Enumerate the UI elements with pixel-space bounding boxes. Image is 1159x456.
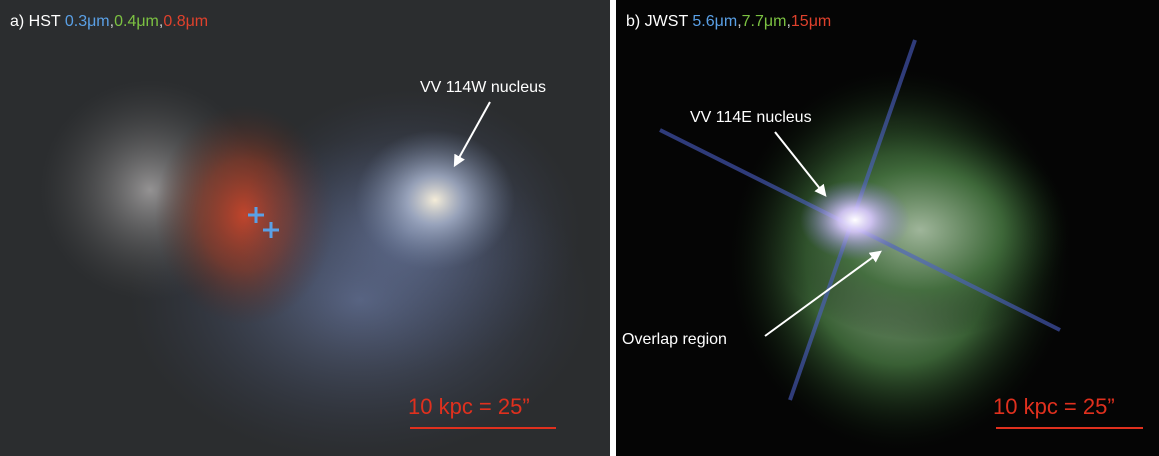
band-label: 0.8μm bbox=[163, 13, 208, 30]
scale-label: 10 kpc = 25” bbox=[408, 394, 530, 419]
marker bbox=[248, 207, 279, 238]
arrow bbox=[453, 101, 491, 168]
separator: , bbox=[159, 13, 163, 30]
band-label: 0.3μm bbox=[65, 13, 110, 30]
annotation: VV 114W nucleus bbox=[420, 79, 546, 96]
panel-title: b) JWST 5.6μm,7.7μm,15μm bbox=[626, 13, 831, 30]
separator: , bbox=[110, 13, 114, 30]
arrow bbox=[774, 131, 827, 197]
band-label: 7.7μm bbox=[742, 13, 787, 30]
hst-image bbox=[0, 0, 610, 456]
panel-label: a) HST bbox=[10, 13, 61, 30]
separator: , bbox=[737, 13, 741, 30]
panel-title: a) HST 0.3μm,0.4μm,0.8μm bbox=[10, 13, 208, 30]
jwst-image bbox=[616, 0, 1159, 456]
scale-label: 10 kpc = 25” bbox=[993, 394, 1115, 419]
annotation: Overlap region bbox=[622, 331, 727, 348]
band-label: 5.6μm bbox=[692, 13, 737, 30]
band-label: 15μm bbox=[791, 13, 831, 30]
arrow bbox=[764, 250, 882, 337]
annotation: VV 114E nucleus bbox=[690, 109, 812, 126]
panel-label: b) JWST bbox=[626, 13, 688, 30]
separator: , bbox=[786, 13, 790, 30]
band-label: 0.4μm bbox=[114, 13, 159, 30]
